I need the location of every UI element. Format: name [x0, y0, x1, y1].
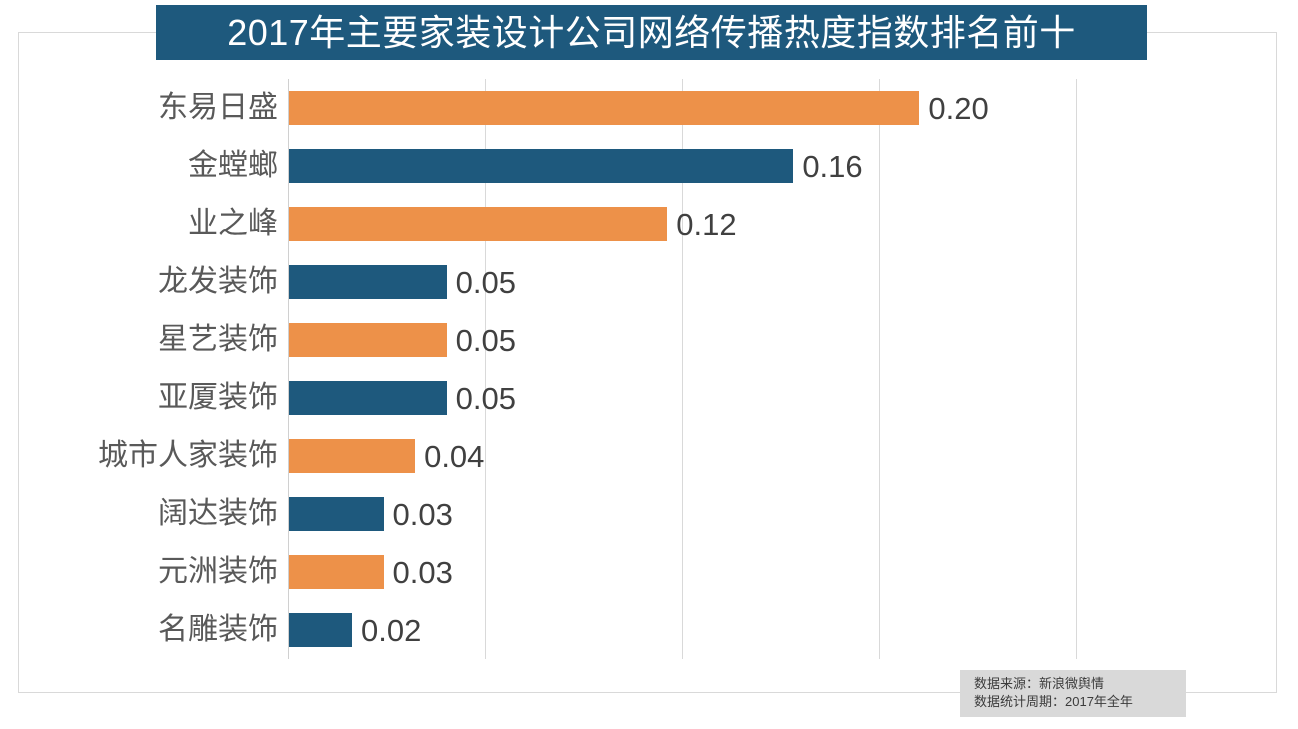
bar-chart: 东易日盛 0.20 金螳螂 0.16 业之峰 0.12 龙发装饰 0.05 星艺装饰 0.05 亚厦…	[0, 60, 1298, 660]
page-title: 2017年主要家装设计公司网络传播热度指数排名前十	[227, 11, 1076, 53]
chart-gridlines	[0, 79, 1298, 675]
bar-value-label: 0.12	[676, 206, 737, 242]
category-label: 业之峰	[188, 207, 278, 240]
category-label: 名雕装饰	[158, 613, 278, 646]
bar-value-label: 0.03	[392, 554, 453, 590]
bar-group: 0.16	[289, 149, 863, 183]
chart-row: 元洲装饰 0.03	[0, 543, 1298, 601]
bar-group: 0.03	[289, 497, 453, 531]
bar-group: 0.20	[289, 91, 989, 125]
source-note: 数据来源：新浪微舆情 数据统计周期：2017年全年	[960, 670, 1186, 717]
chart-row: 亚厦装饰 0.05	[0, 369, 1298, 427]
bar-value-label: 0.04	[424, 438, 485, 474]
category-label: 阔达装饰	[158, 497, 278, 530]
bar-group: 0.05	[289, 265, 516, 299]
bar[interactable]	[289, 323, 447, 357]
chart-rows: 东易日盛 0.20 金螳螂 0.16 业之峰 0.12 龙发装饰 0.05 星艺装饰 0.05 亚厦…	[0, 79, 1298, 659]
category-label: 亚厦装饰	[158, 381, 278, 414]
bar[interactable]	[289, 149, 794, 183]
chart-row: 龙发装饰 0.05	[0, 253, 1298, 311]
chart-row: 金螳螂 0.16	[0, 137, 1298, 195]
bar-group: 0.04	[289, 439, 484, 473]
chart-frame	[18, 32, 1277, 693]
category-label: 星艺装饰	[158, 323, 278, 356]
gridline	[879, 79, 880, 659]
chart-row: 名雕装饰 0.02	[0, 601, 1298, 659]
bar-value-label: 0.05	[455, 380, 516, 416]
chart-row: 业之峰 0.12	[0, 195, 1298, 253]
bar-group: 0.12	[289, 207, 737, 241]
bar[interactable]	[289, 613, 353, 647]
gridline	[288, 79, 289, 659]
category-label: 龙发装饰	[158, 265, 278, 298]
bar[interactable]	[289, 439, 416, 473]
category-label: 元洲装饰	[158, 555, 278, 588]
category-label: 城市人家装饰	[98, 439, 278, 472]
bar-group: 0.05	[289, 381, 516, 415]
gridline	[485, 79, 486, 659]
bar-group: 0.03	[289, 555, 453, 589]
chart-row: 东易日盛 0.20	[0, 79, 1298, 137]
gridline	[682, 79, 683, 659]
source-note-line-1: 数据来源：新浪微舆情	[974, 676, 1105, 691]
bar[interactable]	[289, 207, 668, 241]
bar-value-label: 0.02	[361, 612, 422, 648]
bar-group: 0.05	[289, 323, 516, 357]
chart-row: 阔达装饰 0.03	[0, 485, 1298, 543]
bar[interactable]	[289, 265, 447, 299]
gridline	[1076, 79, 1077, 659]
source-note-line-2: 数据统计周期：2017年全年	[974, 694, 1133, 709]
chart-row: 城市人家装饰 0.04	[0, 427, 1298, 485]
bar[interactable]	[289, 91, 920, 125]
category-label: 金螳螂	[188, 149, 278, 182]
chart-row: 星艺装饰 0.05	[0, 311, 1298, 369]
bar-value-label: 0.16	[802, 148, 863, 184]
bar-value-label: 0.05	[455, 322, 516, 358]
bar[interactable]	[289, 555, 384, 589]
bar-value-label: 0.20	[928, 90, 989, 126]
bar[interactable]	[289, 381, 447, 415]
bar-value-label: 0.03	[392, 496, 453, 532]
chart-title-banner: 2017年主要家装设计公司网络传播热度指数排名前十	[156, 5, 1147, 60]
bar-group: 0.02	[289, 613, 421, 647]
bar[interactable]	[289, 497, 384, 531]
bar-value-label: 0.05	[455, 264, 516, 300]
category-label: 东易日盛	[158, 91, 278, 124]
